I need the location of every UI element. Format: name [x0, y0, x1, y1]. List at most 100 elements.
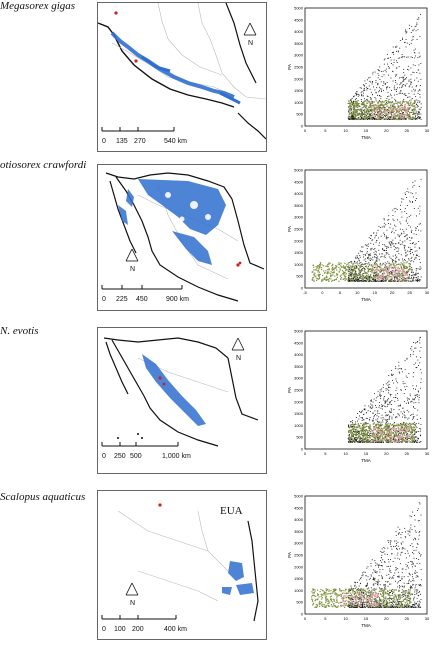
- point-cloud: [311, 502, 422, 609]
- y-tick-label: 4500: [294, 179, 304, 184]
- map-panel-3: 0 250 500 1,000 km N: [97, 327, 267, 474]
- scatter-svg-4: 0 500 1000 1500 2000 2500 3000 3500 4000 4500 5000…: [287, 494, 430, 629]
- y-axis-label: PA: [287, 552, 292, 558]
- y-tick-label: 3500: [294, 529, 304, 534]
- scale-1: 225: [116, 296, 128, 303]
- svg-text:N: N: [130, 600, 135, 607]
- species-label-4: Scalopus aquaticus: [0, 491, 86, 503]
- north-arrow-icon: N: [243, 22, 257, 47]
- x-axis-label: TMA: [361, 458, 371, 463]
- y-tick-label: 4500: [294, 505, 304, 510]
- y-tick-label: 4500: [294, 340, 304, 345]
- scale-0: 0: [102, 626, 106, 633]
- x-tick-label: 25: [404, 451, 409, 456]
- y-tick-label: 3500: [294, 364, 304, 369]
- y-tick-label: 1000: [294, 100, 304, 105]
- species-label-1: Megasorex gigas: [0, 0, 76, 12]
- y-axis-label: PA: [287, 387, 292, 393]
- y-tick-label: 1000: [294, 262, 304, 267]
- y-tick-label: 3000: [294, 53, 304, 58]
- north-arrow-icon: N: [125, 248, 139, 273]
- y-axis-label: PA: [287, 226, 292, 232]
- x-tick-label: 15: [364, 616, 369, 621]
- scatter-plot-4: 0 500 1000 1500 2000 2500 3000 3500 4000 4500 5000…: [285, 490, 433, 638]
- plot-frame: [304, 495, 428, 615]
- y-tick-label: 3000: [294, 541, 304, 546]
- x-tick-label: 30: [425, 616, 430, 621]
- x-tick-label: -5: [303, 290, 307, 295]
- x-tick-label: 20: [384, 616, 389, 621]
- y-tick-label: 5000: [294, 168, 304, 173]
- x-tick-label: 25: [404, 128, 409, 133]
- x-tick-label: 10: [343, 451, 348, 456]
- y-tick-label: 500: [296, 112, 303, 117]
- y-tick-label: 3500: [294, 41, 304, 46]
- y-tick-label: 3000: [294, 376, 304, 381]
- x-tick-label: 0: [304, 128, 307, 133]
- x-tick-label: 0: [304, 451, 307, 456]
- plot-frame: [304, 169, 428, 289]
- x-tick-label: 15: [364, 451, 369, 456]
- y-tick-label: 0: [301, 124, 304, 129]
- y-tick-label: 5000: [294, 6, 304, 11]
- y-tick-label: 4500: [294, 17, 304, 22]
- y-tick-label: 1000: [294, 588, 304, 593]
- scatter-svg-2: 0 500 1000 1500 2000 2500 3000 3500 4000 4500 5000…: [287, 168, 430, 303]
- y-tick-label: 4000: [294, 352, 304, 357]
- x-tick-label: 5: [324, 128, 327, 133]
- x-tick-label: 20: [384, 128, 389, 133]
- y-tick-label: 3000: [294, 215, 304, 220]
- scatter-plot-2: 0 500 1000 1500 2000 2500 3000 3500 4000 4500 5000…: [285, 164, 433, 312]
- y-tick-label: 0: [301, 447, 304, 452]
- y-tick-label: 1500: [294, 576, 304, 581]
- x-tick-label: 30: [425, 290, 430, 295]
- scale-3: 400 km: [164, 626, 187, 633]
- y-tick-label: 500: [296, 435, 303, 440]
- y-tick-label: 4000: [294, 191, 304, 196]
- scale-0: 0: [102, 138, 106, 145]
- x-tick-label: 15: [372, 290, 377, 295]
- y-tick-label: 2000: [294, 76, 304, 81]
- x-tick-label: 25: [407, 290, 412, 295]
- country-label-eua: EUA: [220, 505, 243, 517]
- plot-frame: [304, 330, 428, 450]
- svg-text:N: N: [248, 40, 253, 47]
- y-tick-label: 2500: [294, 388, 304, 393]
- scale-2: 200: [132, 626, 144, 633]
- y-tick-label: 2000: [294, 238, 304, 243]
- y-tick-label: 2000: [294, 399, 304, 404]
- scale-2: 450: [136, 296, 148, 303]
- y-tick-label: 1000: [294, 423, 304, 428]
- scale-0: 0: [102, 453, 106, 460]
- scale-1: 135: [116, 138, 128, 145]
- mexico-map-1: 0 135 270 540 km N: [98, 3, 266, 145]
- scale-0: 0: [102, 296, 106, 303]
- mexico-map-2: 0 225 450 900 km N: [101, 172, 265, 303]
- x-tick-label: 30: [425, 451, 430, 456]
- x-tick-label: 20: [390, 290, 395, 295]
- y-tick-label: 5000: [294, 329, 304, 334]
- scatter-svg-1: 0 500 1000 1500 2000 2500 3000 3500 4000 4500 5000…: [287, 6, 430, 141]
- y-tick-label: 5000: [294, 494, 304, 499]
- y-tick-label: 2500: [294, 65, 304, 70]
- y-tick-label: 2500: [294, 553, 304, 558]
- map-panel-2: 0 225 450 900 km N: [97, 164, 267, 311]
- mexico-map-3: 0 250 500 1,000 km N: [101, 337, 259, 460]
- species-label-3: N. evotis: [0, 325, 39, 337]
- x-tick-label: 20: [384, 451, 389, 456]
- y-tick-label: 1500: [294, 411, 304, 416]
- species-label-2: otiosorex crawfordi: [0, 159, 87, 171]
- scale-2: 500: [130, 453, 142, 460]
- x-tick-label: 10: [343, 128, 348, 133]
- map-panel-4: 0 100 200 400 km N EUA: [97, 490, 267, 640]
- x-tick-label: 10: [343, 616, 348, 621]
- x-tick-label: 5: [324, 616, 327, 621]
- x-axis-label: TMA: [361, 297, 371, 302]
- scale-2: 270: [134, 138, 146, 145]
- y-tick-label: 4000: [294, 29, 304, 34]
- x-tick-label: 0: [321, 290, 324, 295]
- x-tick-label: 5: [339, 290, 342, 295]
- y-tick-label: 500: [296, 274, 303, 279]
- svg-text:N: N: [236, 355, 241, 362]
- scale-1: 250: [114, 453, 126, 460]
